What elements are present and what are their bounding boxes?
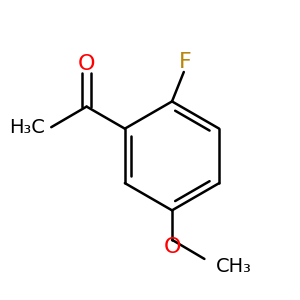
Text: CH₃: CH₃ [216,257,252,276]
Text: F: F [179,52,192,72]
Text: H₃C: H₃C [10,118,45,137]
Text: O: O [78,54,95,74]
Text: O: O [163,237,181,257]
